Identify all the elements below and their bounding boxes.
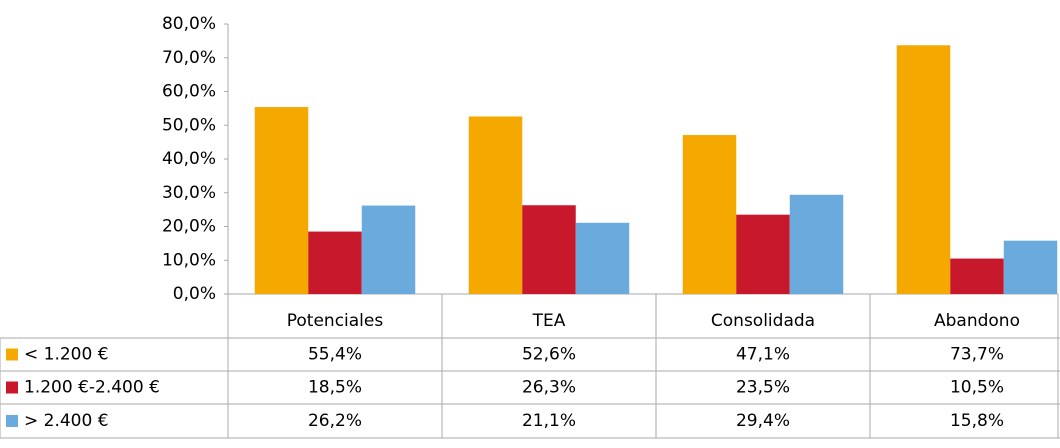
table-value: 15,8% — [950, 411, 1004, 431]
y-tick-label: 0,0% — [173, 284, 216, 304]
legend-swatch — [6, 415, 18, 427]
bar — [789, 194, 844, 294]
legend-label: < 1.200 € — [24, 345, 109, 365]
x-tick-label: Consolidada — [711, 311, 815, 331]
x-tick-label: Abandono — [934, 311, 1020, 331]
y-tick-label: 60,0% — [162, 82, 216, 102]
bar — [522, 205, 576, 294]
table-value: 47,1% — [736, 345, 790, 365]
legend-swatch — [6, 381, 18, 394]
bar — [308, 231, 362, 294]
table-value: 26,3% — [522, 378, 576, 398]
bar — [468, 116, 523, 294]
bar — [575, 222, 630, 294]
table-value: 10,5% — [950, 378, 1004, 398]
bar — [361, 205, 416, 294]
y-tick-label: 80,0% — [162, 14, 216, 34]
x-tick-label: TEA — [532, 311, 566, 331]
legend-swatch — [6, 348, 18, 361]
table-value: 18,5% — [308, 378, 362, 398]
legend-label: 1.200 €-2.400 € — [24, 378, 160, 398]
table-value: 23,5% — [736, 378, 790, 398]
y-tick-label: 70,0% — [162, 48, 216, 68]
table-value: 29,4% — [736, 411, 790, 431]
bar — [1003, 240, 1058, 294]
table-value: 55,4% — [308, 345, 362, 365]
y-tick-label: 50,0% — [162, 115, 216, 135]
bar — [896, 45, 951, 295]
y-tick-label: 30,0% — [162, 183, 216, 203]
y-tick-label: 20,0% — [162, 217, 216, 237]
y-tick-label: 10,0% — [162, 250, 216, 270]
y-tick-label: 40,0% — [162, 149, 216, 169]
table-value: 52,6% — [522, 345, 576, 365]
legend-label: > 2.400 € — [24, 411, 109, 431]
bar — [950, 258, 1004, 294]
table-value: 21,1% — [522, 411, 576, 431]
bar — [682, 135, 737, 294]
bar — [254, 107, 309, 295]
x-tick-label: Potenciales — [287, 311, 384, 331]
table-value: 26,2% — [308, 411, 362, 431]
table-value: 73,7% — [950, 345, 1004, 365]
bar — [736, 214, 790, 294]
